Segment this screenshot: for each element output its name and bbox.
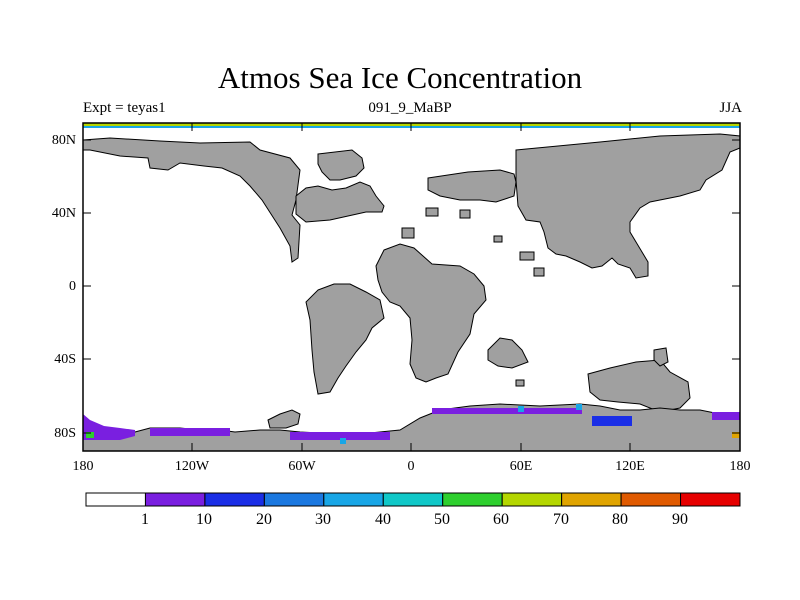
plot-title: Atmos Sea Ice Concentration xyxy=(217,60,583,95)
map-panel xyxy=(82,122,741,452)
colorbar-swatch xyxy=(85,492,146,507)
island xyxy=(515,379,525,387)
colorbar-swatch xyxy=(680,492,741,507)
latitude-axis: 80N 40N 0 40S 80S xyxy=(52,133,740,441)
antarctic-peninsula xyxy=(267,409,301,429)
lon-tick-label: 60W xyxy=(288,459,316,474)
lat-tick-label: 40N xyxy=(52,206,76,221)
lon-tick-label: 120E xyxy=(615,459,645,474)
north-atlantic-land xyxy=(295,181,385,223)
sea-ice-band xyxy=(592,416,632,426)
colorbar-label: 20 xyxy=(256,511,272,528)
lon-tick-label: 180 xyxy=(73,459,94,474)
island xyxy=(493,235,503,243)
subtitle: 091_9_MaBP xyxy=(368,100,452,116)
lat-tick-label: 80S xyxy=(54,426,76,441)
season-label: JJA xyxy=(719,100,742,116)
australia xyxy=(587,359,691,413)
sea-ice-band xyxy=(712,412,740,420)
colorbar-swatch xyxy=(382,492,444,507)
colorbar-label: 30 xyxy=(315,511,331,528)
colorbar-swatch xyxy=(561,492,622,507)
sea-ice-spot xyxy=(518,406,524,412)
lat-tick-label: 40S xyxy=(54,352,76,367)
colorbar-label: 80 xyxy=(612,511,628,528)
north-america-arctic xyxy=(82,137,301,263)
experiment-label: Expt = teyas1 xyxy=(83,100,166,116)
colorbar-label: 70 xyxy=(553,511,569,528)
sea-ice-spot xyxy=(732,432,740,438)
colorbar-swatch xyxy=(263,492,325,507)
colorbar-label: 50 xyxy=(434,511,450,528)
lon-tick-label: 180 xyxy=(730,459,751,474)
island xyxy=(401,227,415,239)
lat-tick-label: 0 xyxy=(69,279,76,294)
indian-peninsula xyxy=(653,347,669,367)
colorbar-swatch xyxy=(323,492,384,507)
africa xyxy=(375,243,487,383)
indian-ocean-island xyxy=(487,337,529,369)
colorbar-swatch xyxy=(442,492,503,507)
island xyxy=(459,209,471,219)
sea-ice-band xyxy=(432,408,582,414)
sea-ice-spot xyxy=(576,404,582,410)
sea-ice-band xyxy=(290,432,390,440)
colorbar-swatch xyxy=(204,492,265,507)
lon-tick-label: 120W xyxy=(175,459,210,474)
eurasia xyxy=(515,133,741,279)
europe xyxy=(427,169,517,203)
colorbar-swatch xyxy=(144,492,206,507)
sea-ice-layer xyxy=(83,404,740,444)
lon-tick-label: 0 xyxy=(408,459,415,474)
colorbar-label: 60 xyxy=(493,511,509,528)
sea-ice-west xyxy=(83,414,135,440)
colorbar-label: 40 xyxy=(375,511,391,528)
landmass xyxy=(82,133,741,452)
island xyxy=(519,251,535,261)
sea-ice-spot xyxy=(86,432,94,438)
colorbar-swatch xyxy=(620,492,682,507)
lon-tick-label: 60E xyxy=(510,459,533,474)
island xyxy=(533,267,545,277)
island xyxy=(425,207,439,217)
longitude-axis: 180 120W 60W 0 60E 120E 180 xyxy=(73,123,751,474)
sea-ice-band xyxy=(150,428,230,436)
colorbar-labels: 1 10 20 30 40 50 60 70 80 90 xyxy=(141,511,688,528)
colorbar-label: 10 xyxy=(196,511,212,528)
greenland xyxy=(317,149,365,181)
south-america xyxy=(305,283,385,395)
colorbar xyxy=(85,492,741,507)
colorbar-label: 90 xyxy=(672,511,688,528)
sea-ice-spot xyxy=(340,438,346,444)
colorbar-label: 1 xyxy=(141,511,149,528)
lat-tick-label: 80N xyxy=(52,133,76,148)
colorbar-swatch xyxy=(501,492,563,507)
